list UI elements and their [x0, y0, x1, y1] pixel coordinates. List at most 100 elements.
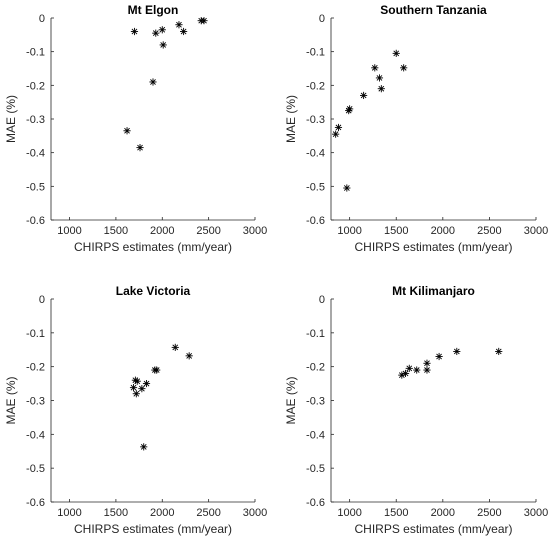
y-tick-label: -0.3: [26, 396, 45, 408]
data-point: [129, 384, 138, 392]
data-point: [171, 343, 179, 351]
y-axis-label: MAE (%): [4, 376, 18, 424]
x-axis-label: CHIRPS estimates (mm/year): [354, 240, 512, 254]
y-tick-label: -0.4: [306, 148, 325, 160]
x-tick-label: 1000: [57, 507, 81, 519]
y-axis-label: MAE (%): [284, 95, 298, 143]
data-point: [435, 352, 443, 361]
x-tick-label: 2500: [477, 507, 501, 519]
data-point: [343, 184, 351, 192]
data-point: [453, 347, 461, 356]
panel-title: Southern Tanzania: [380, 3, 487, 17]
x-tick-label: 1000: [337, 507, 361, 519]
x-tick-label: 3000: [243, 507, 267, 519]
y-tick-label: -0.1: [306, 47, 325, 59]
y-axis-label: MAE (%): [4, 95, 18, 143]
data-point: [392, 49, 400, 57]
y-tick-label: -0.3: [26, 114, 45, 126]
data-point: [375, 74, 384, 82]
data-point: [152, 29, 160, 37]
data-point: [132, 390, 140, 398]
panel-title: Mt Kilimanjaro: [392, 284, 475, 298]
data-point: [345, 106, 353, 115]
data-point: [180, 27, 188, 36]
data-point: [133, 377, 141, 385]
y-tick-label: -0.6: [306, 215, 325, 227]
y-tick-label: -0.5: [26, 463, 45, 475]
data-point: [400, 64, 408, 72]
y-tick-label: -0.1: [306, 328, 325, 340]
y-tick-label: -0.4: [306, 429, 325, 441]
y-tick-label: -0.5: [306, 463, 325, 475]
data-point: [175, 21, 183, 29]
y-tick-label: -0.6: [26, 215, 45, 227]
panel-southern-tanzania: 1000 1500 2000 2500 3000 0 -0.1 -0.2 -0.3 -0.4 -0.…: [284, 3, 548, 254]
data-point: [200, 17, 208, 25]
data-point: [495, 347, 503, 356]
data-point: [159, 41, 167, 49]
data-point: [138, 385, 146, 393]
data-point: [360, 91, 368, 100]
x-tick-label: 3000: [524, 225, 548, 237]
x-tick-label: 1500: [104, 225, 128, 237]
data-point: [334, 123, 343, 132]
data-point: [398, 371, 406, 379]
data-point: [149, 78, 157, 86]
y-tick-label: 0: [39, 294, 45, 306]
y-tick-label: 0: [319, 13, 325, 25]
x-tick-label: 1500: [384, 225, 408, 237]
x-tick-label: 2500: [196, 507, 220, 519]
y-tick-label: -0.2: [306, 80, 325, 92]
x-tick-label: 1000: [57, 225, 81, 237]
x-tick-label: 2000: [431, 507, 455, 519]
y-tick-label: 0: [319, 294, 325, 306]
y-tick-label: -0.6: [306, 497, 325, 509]
y-tick-label: -0.5: [306, 181, 325, 193]
y-tick-label: -0.3: [306, 396, 325, 408]
data-point: [158, 26, 166, 34]
y-tick-label: -0.1: [26, 47, 45, 59]
x-tick-label: 3000: [243, 225, 267, 237]
data-point: [142, 379, 151, 388]
data-point: [377, 85, 385, 93]
x-tick-label: 3000: [524, 507, 548, 519]
data-point: [185, 352, 193, 360]
y-tick-label: -0.3: [306, 114, 325, 126]
y-tick-label: -0.2: [26, 362, 45, 374]
data-point: [130, 27, 139, 36]
panel-title: Mt Elgon: [128, 3, 179, 17]
y-tick-label: -0.2: [306, 362, 325, 374]
data-point: [332, 130, 340, 138]
y-tick-label: -0.6: [26, 497, 45, 509]
y-tick-label: -0.4: [26, 429, 45, 441]
x-tick-label: 2000: [150, 225, 174, 237]
y-tick-label: -0.5: [26, 181, 45, 193]
data-point: [123, 127, 131, 135]
y-tick-label: -0.1: [26, 328, 45, 340]
x-tick-label: 1000: [337, 225, 361, 237]
panel-mt-kilimanjaro: 1000 1500 2000 2500 3000 0 -0.1 -0.2 -0.3 -0.4 -0.…: [284, 284, 548, 536]
x-tick-label: 2000: [431, 225, 455, 237]
x-tick-label: 2500: [196, 225, 220, 237]
x-tick-label: 1500: [384, 507, 408, 519]
data-point: [371, 64, 379, 72]
x-axis-label: CHIRPS estimates (mm/year): [354, 522, 512, 536]
y-tick-label: -0.4: [26, 148, 45, 160]
data-point: [136, 144, 144, 152]
panel-mt-elgon: 1000 1500 2000 2500 3000 0 -0.1 -0.2 -0.3 -0.4 -0.…: [4, 3, 267, 254]
data-point: [413, 366, 421, 374]
x-tick-label: 2500: [477, 225, 501, 237]
data-point: [405, 364, 413, 372]
y-tick-label: -0.2: [26, 80, 45, 92]
x-tick-label: 2000: [150, 507, 174, 519]
panel-lake-victoria: 1000 1500 2000 2500 3000 0 -0.1 -0.2 -0.3 -0.4 -0.…: [4, 284, 267, 536]
data-point: [153, 366, 161, 374]
x-axis-label: CHIRPS estimates (mm/year): [74, 522, 232, 536]
y-axis-label: MAE (%): [284, 376, 298, 424]
data-point: [140, 443, 148, 451]
panel-title: Lake Victoria: [116, 284, 191, 298]
y-tick-label: 0: [39, 13, 45, 25]
x-tick-label: 1500: [104, 507, 128, 519]
x-axis-label: CHIRPS estimates (mm/year): [74, 240, 232, 254]
